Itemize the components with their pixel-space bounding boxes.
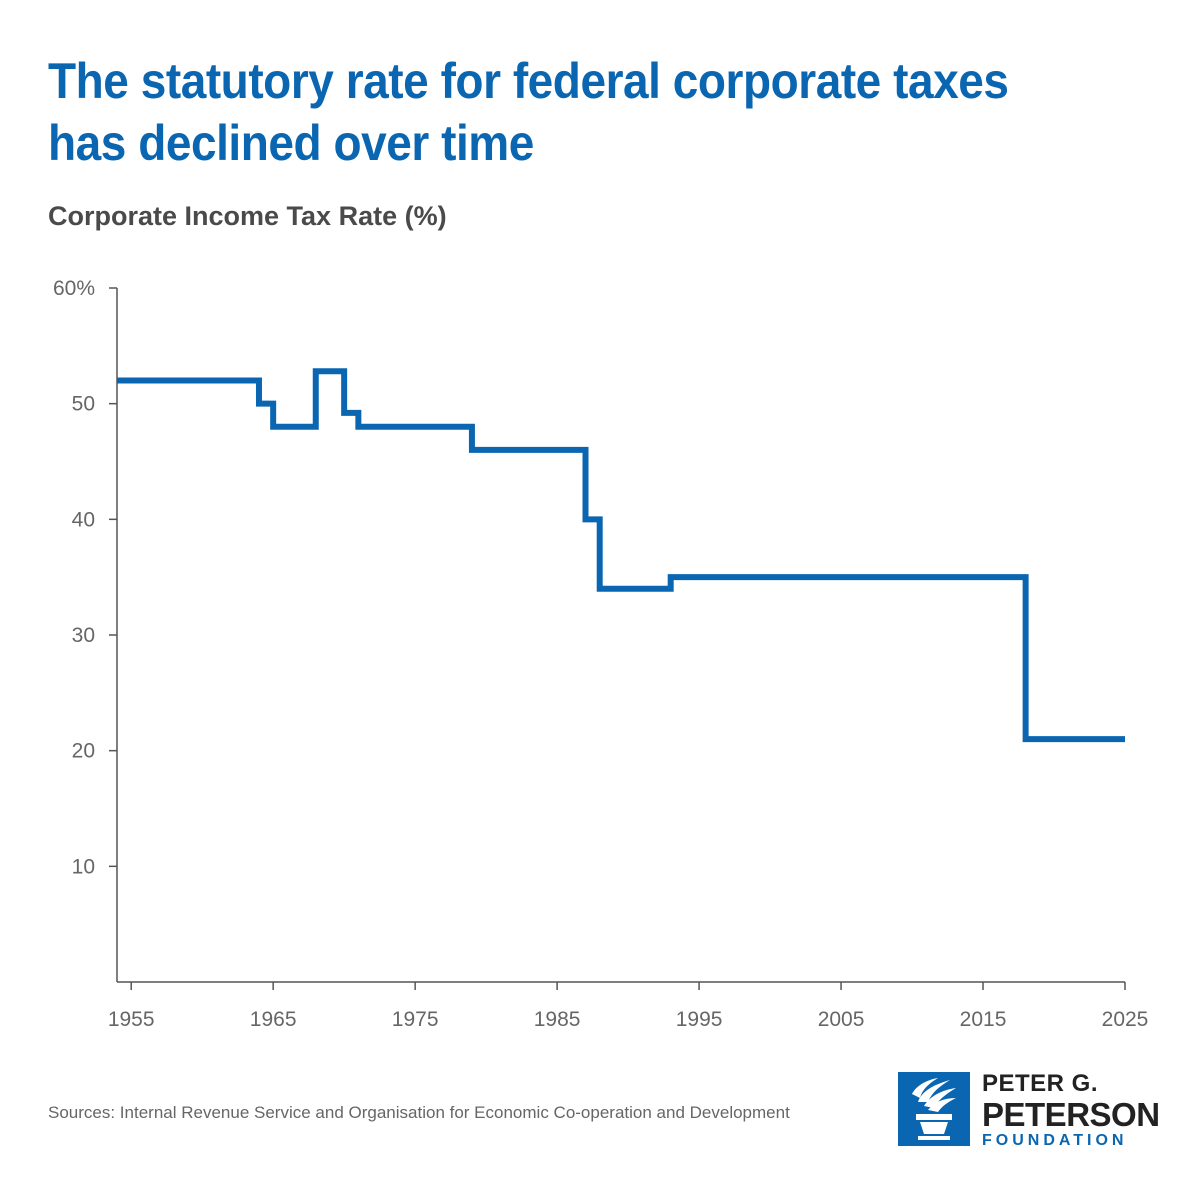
y-tick-label: 40 bbox=[72, 508, 95, 531]
chart-title: The statutory rate for federal corporate… bbox=[48, 53, 1009, 171]
x-tick-label: 1955 bbox=[108, 1008, 155, 1031]
x-tick-label: 1975 bbox=[392, 1008, 439, 1031]
logo-wordmark: PETER G. PETERSON FOUNDATION bbox=[982, 1070, 1160, 1150]
y-tick-label: 10 bbox=[72, 855, 95, 878]
y-tick-label: 30 bbox=[72, 624, 95, 647]
x-tick-label: 1965 bbox=[250, 1008, 297, 1031]
logo-line-2: PETERSON bbox=[982, 1096, 1160, 1133]
chart-axes: 10 20 30 40 50 60% 1955 1965 1975 1985 1995 2005 201… bbox=[53, 277, 1148, 1031]
x-tick-label: 1995 bbox=[676, 1008, 723, 1031]
logo-line-1: PETER G. bbox=[982, 1070, 1099, 1097]
chart-area: 10 20 30 40 50 60% 1955 1965 1975 1985 1995 2005 201… bbox=[53, 277, 1148, 1031]
chart-series bbox=[117, 368, 1125, 743]
x-tick-label: 2015 bbox=[960, 1008, 1007, 1031]
x-tick-label: 2025 bbox=[1102, 1008, 1149, 1031]
torch-logo-icon bbox=[898, 1072, 970, 1146]
y-tick-label: 60% bbox=[53, 277, 95, 300]
series-line-corporate-tax-rate bbox=[117, 368, 1125, 743]
y-tick-label: 50 bbox=[72, 393, 95, 416]
chart-subtitle: Corporate Income Tax Rate (%) bbox=[48, 201, 447, 231]
peterson-foundation-logo: PETER G. PETERSON FOUNDATION bbox=[898, 1070, 1160, 1150]
source-note: Sources: Internal Revenue Service and Or… bbox=[48, 1103, 790, 1122]
x-tick-label: 2005 bbox=[818, 1008, 865, 1031]
y-tick-label: 20 bbox=[72, 740, 95, 763]
x-tick-label: 1985 bbox=[534, 1008, 581, 1031]
logo-line-3: FOUNDATION bbox=[982, 1132, 1128, 1149]
